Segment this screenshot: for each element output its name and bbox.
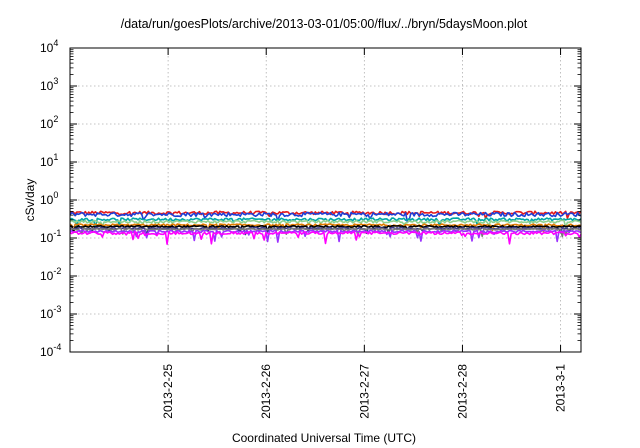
axes: 10-4 10-3 10-2 10-1 100 101 102 103 104 2013-2-25… (40, 38, 582, 419)
x-tick-label: 2013-2-26 (259, 364, 273, 419)
series-line (69, 227, 582, 238)
y-tick-label: 10-4 (40, 342, 61, 359)
y-tick-label: 101 (40, 152, 58, 169)
series-line (69, 223, 582, 233)
y-tick-label: 100 (40, 190, 58, 207)
x-tick-label: 2013-3-1 (554, 364, 568, 412)
x-tick-label: 2013-2-27 (357, 364, 371, 419)
y-tick-label: 10-1 (40, 228, 61, 245)
y-tick-label: 104 (40, 38, 58, 55)
series-line (69, 229, 582, 243)
y-tick-label: 10-3 (40, 304, 61, 321)
series-line (69, 211, 582, 223)
series-line (69, 217, 582, 228)
y-tick-label: 102 (40, 114, 58, 131)
series-layer (69, 210, 582, 245)
y-tick-label: 10-2 (40, 266, 61, 283)
x-tick-label: 2013-2-25 (161, 364, 175, 419)
x-axis-label: Coordinated Universal Time (UTC) (232, 431, 416, 445)
y-axis-label: cSv/day (23, 179, 37, 222)
series-line (69, 225, 582, 234)
chart-title: /data/run/goesPlots/archive/2013-03-01/0… (121, 17, 528, 31)
y-tick-label: 103 (40, 76, 58, 93)
series-line (69, 219, 582, 229)
series-line (69, 231, 582, 245)
x-tick-label: 2013-2-28 (455, 364, 469, 419)
grid (70, 48, 581, 352)
